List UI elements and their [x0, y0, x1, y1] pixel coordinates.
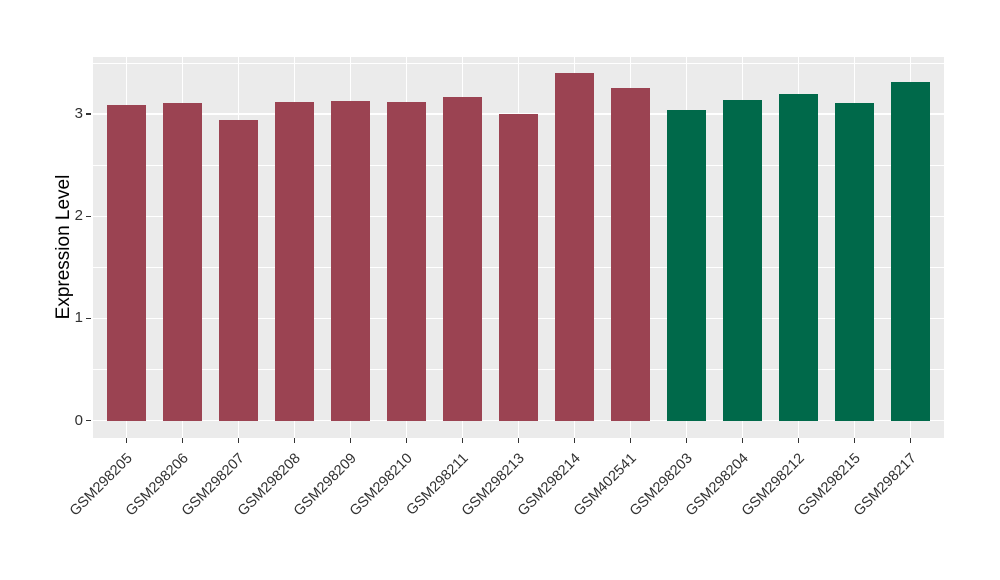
x-tick-mark [517, 438, 520, 443]
bar-GSM298210 [387, 101, 427, 421]
bar-GSM298206 [163, 102, 203, 421]
bar-GSM298212 [778, 93, 818, 421]
bar-GSM298207 [219, 120, 259, 421]
x-tick-mark [685, 438, 688, 443]
x-tick-mark [461, 438, 464, 443]
x-tick-mark [629, 438, 632, 443]
y-tick-label: 1 [74, 309, 83, 327]
x-tick-mark [181, 438, 184, 443]
y-tick-label: 3 [74, 105, 83, 123]
bar-GSM298204 [722, 99, 762, 421]
x-tick-mark [573, 438, 576, 443]
bar-GSM298217 [890, 81, 930, 421]
y-tick-mark [86, 215, 91, 218]
y-axis-title: Expression Level [53, 174, 74, 320]
y-tick-label: 0 [74, 411, 83, 429]
bar-GSM298214 [554, 73, 594, 421]
x-tick-mark [405, 438, 408, 443]
bar-GSM298205 [107, 105, 147, 421]
x-tick-mark [237, 438, 240, 443]
x-tick-mark [293, 438, 296, 443]
bar-GSM298211 [443, 96, 482, 421]
y-tick-label: 2 [74, 207, 83, 225]
x-tick-mark [125, 438, 128, 443]
plot-panel [93, 57, 944, 438]
bar-GSM298203 [666, 110, 706, 421]
bar-GSM298215 [834, 102, 874, 421]
x-tick-mark [909, 438, 912, 443]
bar-GSM298208 [275, 101, 315, 421]
y-tick-mark [86, 113, 91, 115]
x-tick-mark [741, 438, 744, 443]
y-tick-mark [86, 317, 91, 320]
x-tick-mark [349, 438, 352, 443]
bar-GSM402541 [610, 87, 650, 421]
x-tick-mark [853, 438, 856, 443]
y-tick-mark [86, 419, 91, 422]
bar-GSM298209 [331, 100, 371, 421]
x-tick-mark [797, 438, 800, 443]
bar-GSM298213 [499, 114, 538, 421]
